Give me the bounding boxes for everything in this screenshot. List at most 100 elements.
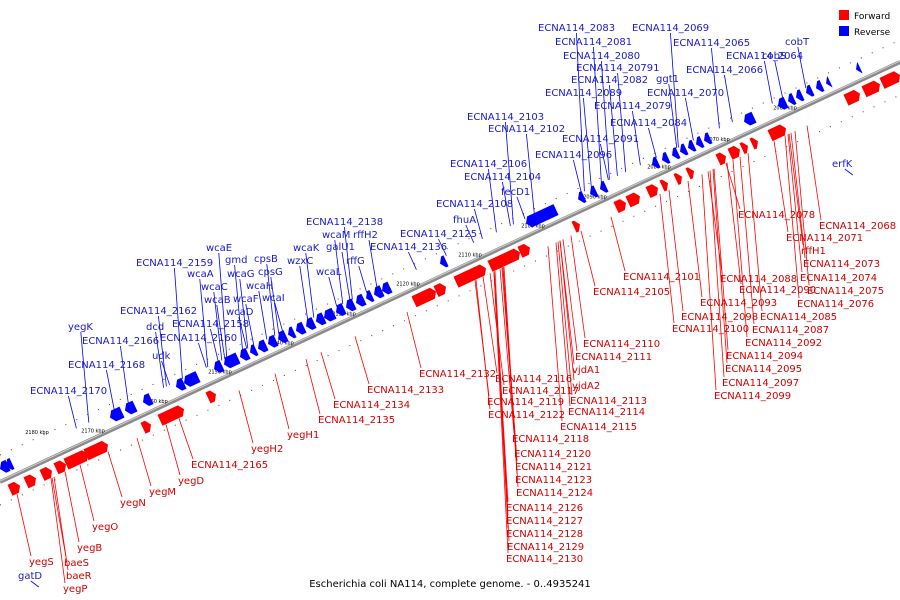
forward-gene-label: ECNA114_2123 (515, 475, 592, 486)
reverse-leader-line (216, 304, 226, 360)
reverse-gene-label: ECNA114_2166 (82, 336, 159, 347)
genome-backbone-highlight (0, 60, 900, 482)
forward-leader-line (305, 359, 321, 415)
reverse-leader-line (174, 267, 183, 379)
reverse-leader-line (505, 121, 514, 225)
forward-gene-label: ECNA114_2121 (515, 462, 592, 473)
forward-leader-line (494, 270, 510, 542)
reverse-leader-line (670, 32, 679, 148)
reverse-leader-line (120, 345, 129, 405)
reverse-gene-label: wcaD (226, 307, 254, 318)
tick-label: 2160 kbp (144, 399, 168, 405)
reverse-gene-label: wcaF (233, 294, 259, 305)
reverse-gene-label: ECNA114_2070 (647, 88, 724, 99)
forward-leader-line (53, 476, 69, 571)
forward-leader-line (136, 437, 152, 487)
forward-leader-line (50, 478, 66, 584)
legend-reverse-label: Reverse (854, 28, 891, 38)
forward-gene (23, 474, 36, 489)
forward-gene-label: ECNA114_2110 (583, 339, 660, 350)
reverse-leader-line (724, 74, 733, 123)
forward-leader-line (580, 230, 596, 287)
genome-backbone (0, 60, 900, 484)
forward-leader-line (475, 279, 491, 410)
forward-gene (727, 145, 740, 160)
forward-gene (879, 71, 900, 89)
forward-gene-label: yegB (77, 543, 102, 554)
reverse-gene-label: fhuA (453, 215, 476, 226)
forward-leader-line (165, 424, 181, 476)
forward-gene-label: yegM (149, 487, 176, 498)
forward-leader-line (547, 246, 563, 422)
reverse-gene-label: wcaI (262, 293, 285, 304)
reverse-gene (288, 326, 297, 339)
reverse-leader-line (199, 278, 209, 368)
reverse-gene-label: wcaK (293, 243, 320, 254)
forward-gene-label: ECNA114_2130 (506, 554, 583, 565)
forward-gene-label: ECNA114_2074 (800, 273, 877, 284)
forward-gene-label: rffH1 (801, 246, 826, 257)
reverse-leader-line (344, 226, 353, 300)
forward-gene-label: yegO (92, 522, 118, 533)
reverse-gene (704, 132, 713, 145)
reverse-gene (316, 312, 327, 326)
forward-gene-label: ECNA114_2092 (745, 338, 822, 349)
reverse-gene (356, 293, 367, 307)
reverse-leader-line (198, 342, 207, 368)
forward-gene-label: ECNA114_2116 (495, 374, 572, 385)
reverse-gene-label: ECNA114_2084 (610, 118, 687, 129)
reverse-leader-line (334, 239, 344, 305)
reverse-leader-line (258, 290, 268, 340)
reverse-gene (652, 156, 661, 169)
forward-leader-line (712, 169, 728, 364)
reverse-leader-line (30, 580, 40, 588)
forward-gene-label: ECNA114_2113 (570, 396, 647, 407)
reverse-gene-label: cpsB (254, 254, 278, 265)
reverse-leader-line (305, 252, 315, 318)
forward-gene-label: ECNA114_2071 (786, 233, 863, 244)
reverse-gene-label: ECNA114_2096 (535, 150, 612, 161)
reverse-leader-line (274, 302, 284, 333)
reverse-gene (268, 334, 279, 348)
forward-leader-line (739, 156, 755, 325)
forward-leader-line (787, 134, 803, 273)
forward-gene-label: ECNA114_2068 (819, 221, 896, 232)
reverse-leader-line (106, 369, 115, 411)
forward-gene (157, 405, 184, 426)
reverse-gene (796, 89, 805, 102)
reverse-gene (578, 191, 587, 204)
forward-leader-line (668, 189, 684, 312)
forward-gene-label: yegD (178, 476, 204, 487)
reverse-gene (744, 111, 757, 126)
forward-leader-line (499, 268, 515, 434)
gene-features (0, 62, 900, 496)
reverse-gene-label: wcaE (206, 243, 232, 254)
forward-leader-line (178, 418, 194, 460)
forward-gene (749, 137, 758, 150)
forward-gene-label: ECNA114_2128 (506, 529, 583, 540)
reverse-gene (143, 393, 154, 407)
reverse-gene (324, 307, 337, 322)
reverse-gene (696, 135, 705, 148)
reverse-gene (0, 459, 11, 473)
reverse-gene-label: wcaA (187, 269, 214, 280)
reverse-gene-label: wcaG (227, 269, 255, 280)
tick-label: 2110 kbp (458, 253, 482, 259)
reverse-leader-line (764, 60, 773, 104)
reverse-leader-line (234, 264, 243, 351)
reverse-leader-line (213, 291, 223, 361)
forward-leader-line (701, 174, 717, 391)
forward-leader-line (747, 152, 763, 312)
forward-gene-label: ECNA114_2087 (752, 325, 829, 336)
forward-gene-label: ECNA114_2132 (419, 369, 496, 380)
forward-leader-line (773, 140, 789, 233)
forward-gene-label: yegH2 (251, 444, 283, 455)
forward-leader-line (726, 162, 742, 285)
forward-leader-line (788, 133, 804, 246)
legend-forward-swatch (839, 10, 849, 20)
reverse-leader-line (328, 276, 338, 307)
reverse-leader-line (609, 84, 618, 176)
forward-gene (673, 172, 682, 185)
forward-leader-line (555, 242, 571, 407)
reverse-gene-label: gmd (225, 255, 247, 266)
